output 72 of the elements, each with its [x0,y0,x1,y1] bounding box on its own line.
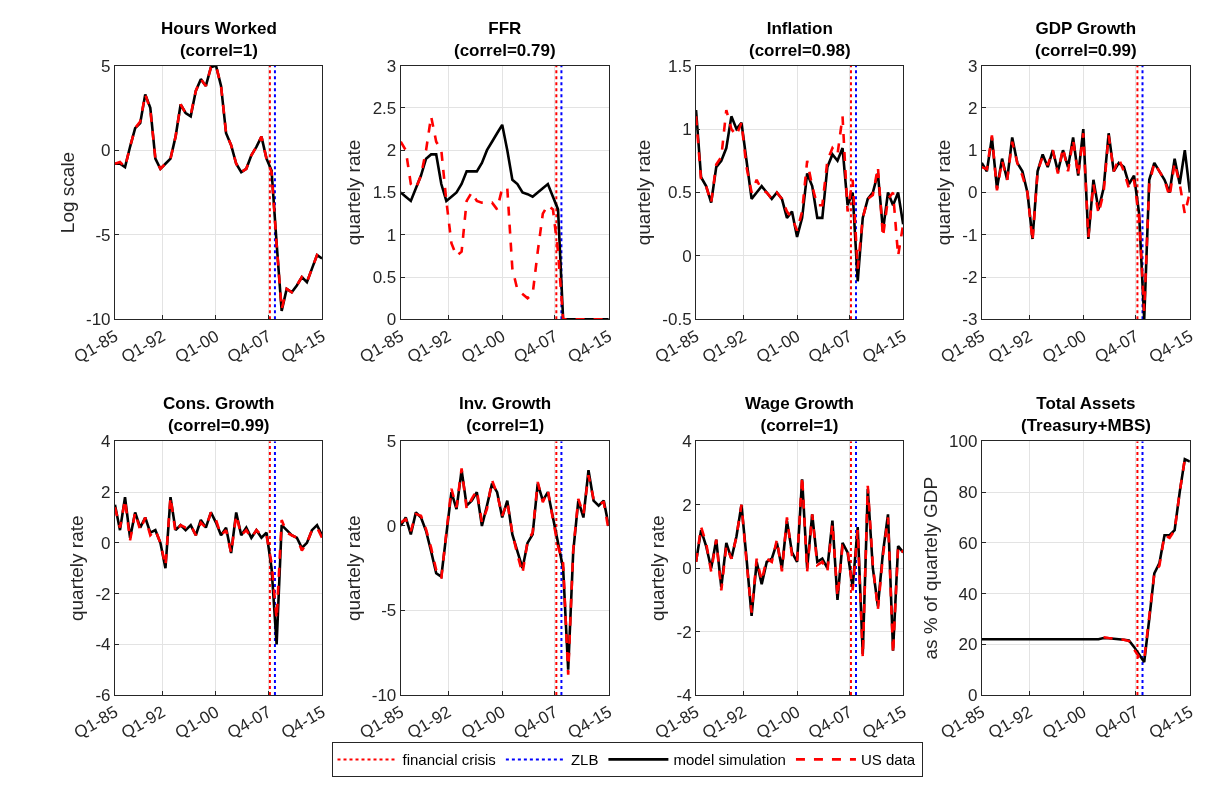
chart-subtitle: (Treasury+MBS) [1021,416,1151,436]
y-tick-label: 1.5 [372,183,397,203]
y-tick-label: 0 [967,686,978,706]
y-tick-label: -2 [676,622,692,642]
y-axis-title: quartely rate [342,515,364,622]
y-tick-label: 2 [682,495,692,515]
y-tick-label: -3 [962,310,978,330]
y-tick-label: 80 [958,483,978,503]
chart-title: Cons. Growth [163,394,275,413]
y-tick-label: 0 [101,141,111,161]
chart-subtitle: (correl=1) [466,416,545,436]
y-tick-label: 5 [386,432,397,452]
y-tick-label: 0 [682,559,692,579]
y-tick-label: -10 [85,310,111,330]
y-tick-label: 5 [101,56,111,76]
chart-title: Inv. Growth [459,394,552,413]
y-tick-label: 0 [386,516,397,536]
y-axis-title: quartely rate [633,139,655,246]
y-tick-label: -4 [95,635,111,655]
chart-subtitle: (correl=1) [760,416,839,436]
y-tick-label: 2 [386,141,397,161]
legend-label: model simulation [673,751,786,769]
y-tick-label: -2 [95,584,111,604]
y-tick-label: 0 [101,533,111,553]
y-tick-label: -2 [962,268,978,288]
y-tick-label: 4 [101,432,111,452]
y-tick-label: 1.5 [668,56,692,76]
y-axis-title: quartely rate [933,139,955,246]
y-tick-label: 0 [682,246,692,266]
chart-subtitle: (correl=0.98) [749,41,851,61]
y-axis-title: quartely rate [343,139,365,246]
y-tick-label: 1 [386,225,397,245]
y-tick-label: 0.5 [372,268,397,288]
chart-title: FFR [488,19,522,38]
legend-label: US data [860,751,916,769]
chart-subtitle: (correl=0.99) [1035,41,1137,61]
y-tick-label: -4 [676,686,692,706]
legend-label: financial crisis [402,751,496,769]
y-tick-label: 0 [386,310,397,330]
y-tick-label: 2.5 [372,98,397,118]
y-tick-label: 0 [967,183,978,203]
y-tick-label: -10 [371,686,397,706]
chart-title: Total Assets [1036,394,1136,413]
y-axis-title: quartely rate [66,515,88,622]
y-tick-label: 4 [682,432,692,452]
chart-title: Inflation [766,19,833,38]
chart-subtitle: (correl=0.79) [454,41,556,61]
y-axis-title: Log scale [56,151,78,234]
y-tick-label: 1 [682,120,692,139]
y-tick-label: -1 [962,225,978,245]
chart-title: Wage Growth [745,394,854,413]
chart-subtitle: (correl=1) [179,41,258,61]
y-tick-label: 60 [958,533,978,553]
chart-title: Hours Worked [161,19,277,38]
chart-title: GDP Growth [1035,19,1137,38]
y-tick-label: 3 [386,56,397,76]
y-tick-label: 100 [949,432,978,452]
chart-subtitle: (correl=0.99) [167,416,270,436]
y-tick-label: -0.5 [662,310,692,330]
y-tick-label: 0.5 [668,183,692,203]
y-tick-label: 3 [967,56,978,76]
y-tick-label: -6 [95,686,111,706]
y-tick-label: 2 [101,483,111,503]
y-tick-label: 40 [958,584,978,604]
y-tick-label: 1 [967,141,978,161]
y-axis-title: as % of quartely GDP [919,476,941,660]
y-tick-label: -5 [95,225,111,245]
y-axis-title: quartely rate [647,515,669,622]
y-tick-label: 20 [958,635,978,655]
legend-label: ZLB [570,751,599,769]
y-tick-label: 2 [967,98,978,118]
y-tick-label: -5 [381,601,397,621]
